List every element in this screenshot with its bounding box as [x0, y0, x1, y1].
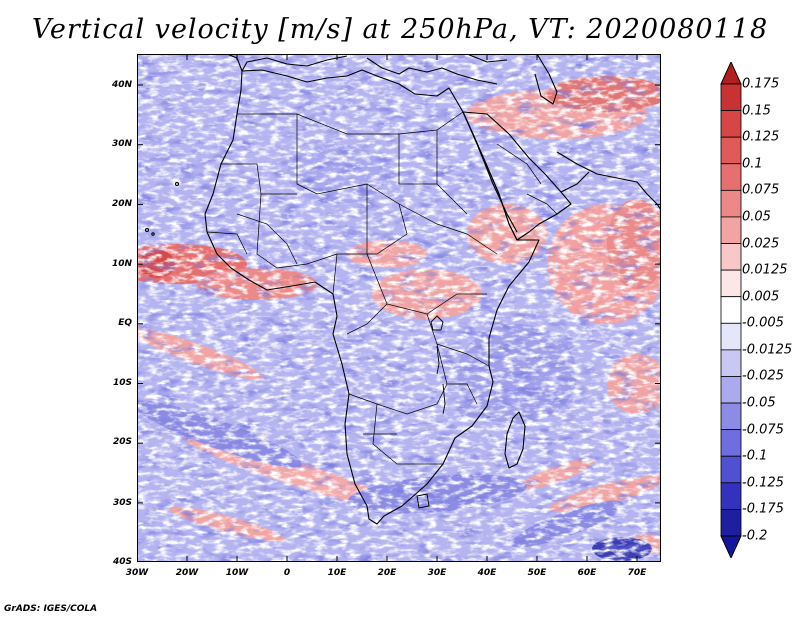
lat-label-eq: EQ — [118, 318, 132, 328]
lat-label-30n: 30N — [111, 139, 132, 149]
map-title: Vertical velocity [m/s] at 250hPa, VT: 2… — [31, 14, 769, 45]
colorbar-label: 0.05 — [742, 209, 771, 225]
lon-label-60e: 60E — [577, 568, 597, 578]
lat-label-40n: 40N — [111, 80, 132, 90]
colorbar-box — [720, 110, 742, 138]
colorbar-label: -0.05 — [742, 395, 776, 411]
colorbar-label: 0.025 — [742, 236, 780, 252]
lon-label-70e: 70E — [627, 568, 647, 578]
lat-label-20n: 20N — [111, 199, 132, 209]
colorbar-label: -0.0125 — [742, 342, 793, 358]
colorbar-label: -0.125 — [742, 475, 784, 491]
colorbar-top-triangle — [720, 62, 742, 85]
colorbar-label: 0.075 — [742, 182, 780, 198]
colorbar-label: 0.005 — [742, 289, 780, 305]
lat-label-30s: 30S — [112, 498, 132, 508]
colorbar-label: -0.2 — [742, 528, 768, 544]
colorbar-box — [720, 296, 742, 324]
lon-label-0: 0 — [283, 568, 291, 578]
colorbar-box — [720, 509, 742, 537]
colorbar-box — [720, 482, 742, 510]
lat-label-10n: 10N — [111, 259, 132, 269]
lon-label-50e: 50E — [527, 568, 547, 578]
lon-label-30w: 30W — [125, 568, 149, 578]
colorbar-box — [720, 189, 742, 218]
footer-credit: GrADS: IGES/COLA — [4, 604, 98, 614]
colorbar — [720, 62, 742, 558]
country-borders — [206, 111, 558, 465]
colorbar-box — [720, 429, 742, 457]
colorbar-label: -0.075 — [742, 422, 784, 438]
colorbar-box — [720, 455, 742, 484]
colorbar-bottom-triangle — [720, 535, 742, 558]
lon-label-10w: 10W — [225, 568, 249, 578]
velocity-field-map — [137, 54, 661, 562]
colorbar-box — [720, 322, 742, 351]
colorbar-label: 0.175 — [742, 76, 780, 92]
lon-label-10e: 10E — [327, 568, 347, 578]
colorbar-label: 0.0125 — [742, 262, 788, 278]
map-plot-area — [137, 54, 661, 562]
lat-label-40s: 40S — [112, 557, 132, 567]
lat-label-10s: 10S — [112, 378, 132, 388]
lon-label-20e: 20E — [377, 568, 397, 578]
colorbar-label: -0.1 — [742, 448, 768, 464]
colorbar-box — [720, 269, 742, 298]
colorbar-box — [720, 349, 742, 377]
axis-ticks — [137, 54, 661, 562]
colorbar-box — [720, 243, 742, 271]
lat-label-20s: 20S — [112, 437, 132, 447]
colorbar-label: 0.125 — [742, 129, 780, 145]
lakes — [416, 315, 446, 509]
colorbar-box — [720, 83, 742, 111]
lon-label-20w: 20W — [175, 568, 199, 578]
lon-label-30e: 30E — [427, 568, 447, 578]
colorbar-label: -0.175 — [742, 501, 784, 517]
colorbar-label: -0.005 — [742, 315, 784, 331]
colorbar-label: 0.15 — [742, 103, 771, 119]
colorbar-box — [720, 136, 742, 165]
field-texture-white — [137, 54, 661, 562]
lon-label-40e: 40E — [477, 568, 497, 578]
colorbar-box — [720, 163, 742, 191]
colorbar-label: -0.025 — [742, 368, 784, 384]
colorbar-label: 0.1 — [742, 156, 763, 172]
colorbar-box — [720, 376, 742, 404]
map-border — [137, 54, 661, 562]
colorbar-box — [720, 216, 742, 244]
colorbar-box — [720, 402, 742, 431]
